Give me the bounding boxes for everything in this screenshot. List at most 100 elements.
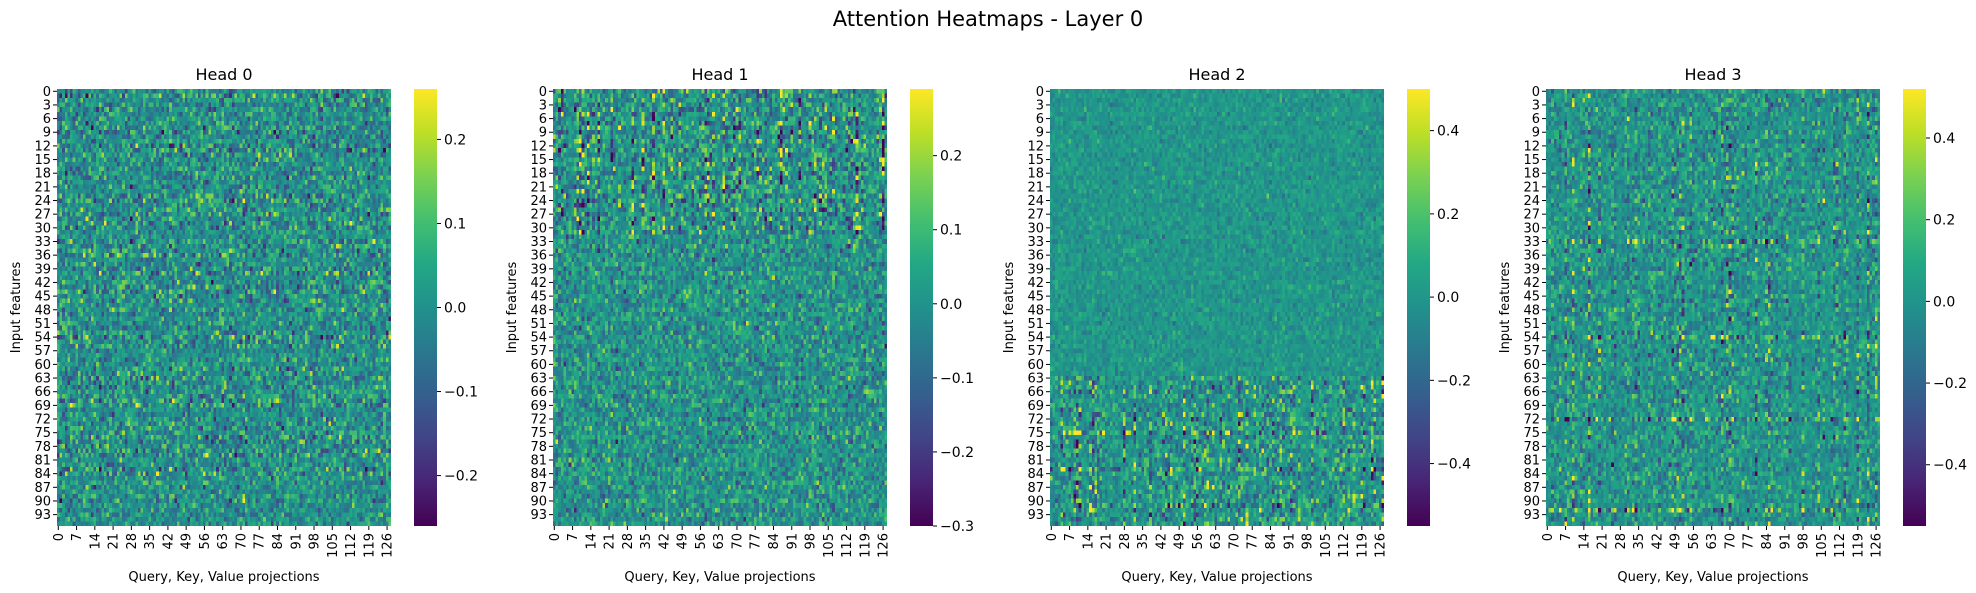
y-tick-label: 93 <box>1523 508 1540 523</box>
y-tick-label: 39 <box>1523 262 1540 277</box>
x-tick-label: 42 <box>161 533 176 550</box>
x-tick-label: 14 <box>88 533 103 550</box>
y-tick-label: 30 <box>1027 221 1044 236</box>
x-tick-label: 105 <box>326 533 341 558</box>
y-tick-label: 63 <box>1027 372 1044 387</box>
y-tick-label: 18 <box>1523 167 1540 182</box>
colorbar-tick-label: −0.2 <box>940 445 974 461</box>
y-tick-label: 33 <box>1027 235 1044 250</box>
colorbar-tick-label: −0.2 <box>1437 373 1471 389</box>
y-tick-label: 3 <box>1532 98 1540 113</box>
x-tick-label: 91 <box>289 533 304 550</box>
heatmap-panel-3: Head 30369121518212427303336394245485154… <box>1498 65 1967 585</box>
x-tick-label: 35 <box>1632 533 1647 550</box>
colorbar <box>1407 89 1430 526</box>
y-tick-label: 39 <box>34 262 51 277</box>
y-tick-label: 6 <box>539 112 547 127</box>
y-tick-label: 63 <box>1523 372 1540 387</box>
colorbar-tick-label: −0.1 <box>940 371 974 387</box>
y-tick-label: 9 <box>539 126 547 141</box>
y-tick-label: 3 <box>539 98 547 113</box>
y-tick-label: 0 <box>1036 85 1044 100</box>
colorbar-tick-label: 0.1 <box>444 216 466 232</box>
y-tick-label: 30 <box>530 221 547 236</box>
x-axis-label: Query, Key, Value projections <box>1617 570 1808 585</box>
colorbar-tick-label: −0.2 <box>1933 376 1967 392</box>
y-tick-label: 42 <box>34 276 51 291</box>
x-tick-label: 56 <box>198 533 213 550</box>
heatmap-cells <box>57 89 391 526</box>
y-tick-label: 21 <box>34 180 51 195</box>
x-tick-label: 70 <box>1227 533 1242 550</box>
y-tick-label: 45 <box>34 290 51 305</box>
x-tick-label: 105 <box>822 533 837 558</box>
colorbar-tick-label: 0.0 <box>940 297 962 313</box>
y-tick-label: 57 <box>530 344 547 359</box>
y-tick-label: 63 <box>34 372 51 387</box>
x-tick-label: 35 <box>1136 533 1151 550</box>
y-tick-label: 24 <box>34 194 51 209</box>
colorbar-tick-label: 0.4 <box>1933 131 1955 147</box>
y-tick-label: 84 <box>1523 467 1540 482</box>
y-tick-label: 84 <box>530 467 547 482</box>
y-tick-label: 66 <box>1523 385 1540 400</box>
y-axis-label: Input features <box>505 262 520 354</box>
y-tick-label: 0 <box>539 85 547 100</box>
x-tick-label: 119 <box>858 533 873 558</box>
x-axis-label: Query, Key, Value projections <box>1121 570 1312 585</box>
y-tick-label: 9 <box>1036 126 1044 141</box>
x-tick-label: 98 <box>1301 533 1316 550</box>
y-tick-label: 93 <box>1027 508 1044 523</box>
y-tick-label: 84 <box>1027 467 1044 482</box>
y-tick-label: 51 <box>34 317 51 332</box>
y-tick-label: 21 <box>530 180 547 195</box>
colorbar-tick-label: 0.4 <box>1437 124 1459 140</box>
y-tick-label: 51 <box>1027 317 1044 332</box>
y-tick-label: 72 <box>34 413 51 428</box>
subplot-title: Head 1 <box>691 65 748 84</box>
y-tick-label: 18 <box>34 167 51 182</box>
y-tick-label: 42 <box>530 276 547 291</box>
y-tick-label: 69 <box>530 399 547 414</box>
y-tick-label: 78 <box>530 440 547 455</box>
colorbar-tick-label: 0.0 <box>444 301 466 317</box>
y-tick-label: 9 <box>43 126 51 141</box>
y-tick-label: 12 <box>1523 139 1540 154</box>
y-tick-label: 93 <box>530 508 547 523</box>
y-tick-label: 60 <box>1027 358 1044 373</box>
x-tick-label: 21 <box>1100 533 1115 550</box>
heatmap-panel-0: Head 00369121518212427303336394245485154… <box>9 65 478 585</box>
y-tick-label: 48 <box>530 303 547 318</box>
y-tick-label: 57 <box>1027 344 1044 359</box>
y-tick-label: 24 <box>1027 194 1044 209</box>
y-tick-label: 36 <box>530 249 547 264</box>
y-tick-label: 87 <box>34 481 51 496</box>
colorbar-tick-label: 0.2 <box>1437 207 1459 223</box>
y-tick-label: 54 <box>1027 331 1044 346</box>
y-tick-label: 87 <box>1027 481 1044 496</box>
x-tick-label: 56 <box>694 533 709 550</box>
x-tick-label: 84 <box>1264 533 1279 550</box>
y-tick-label: 33 <box>530 235 547 250</box>
x-tick-label: 63 <box>1209 533 1224 550</box>
x-tick-label: 77 <box>253 533 268 550</box>
y-tick-label: 60 <box>530 358 547 373</box>
y-tick-label: 90 <box>530 494 547 509</box>
y-tick-label: 72 <box>530 413 547 428</box>
x-tick-label: 49 <box>676 533 691 550</box>
y-tick-label: 75 <box>1523 426 1540 441</box>
heatmap-cells <box>1050 89 1384 526</box>
subplot-title: Head 3 <box>1684 65 1741 84</box>
x-tick-label: 98 <box>308 533 323 550</box>
colorbar-tick-label: −0.4 <box>1437 457 1471 473</box>
x-tick-label: 126 <box>877 533 892 558</box>
y-tick-label: 66 <box>34 385 51 400</box>
y-tick-label: 36 <box>1027 249 1044 264</box>
colorbar <box>910 89 933 526</box>
x-tick-label: 49 <box>1173 533 1188 550</box>
colorbar-tick-label: −0.4 <box>1933 458 1967 474</box>
y-tick-label: 81 <box>34 453 51 468</box>
y-tick-label: 3 <box>43 98 51 113</box>
y-tick-label: 9 <box>1532 126 1540 141</box>
x-tick-label: 84 <box>1760 533 1775 550</box>
